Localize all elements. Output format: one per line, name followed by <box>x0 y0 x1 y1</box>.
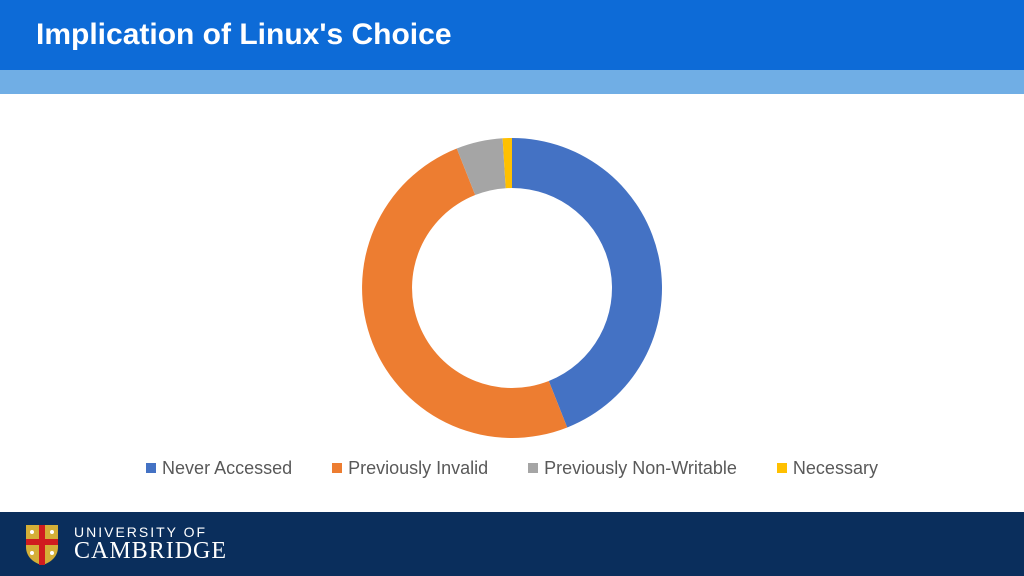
donut-slice <box>362 148 567 437</box>
university-crest-icon <box>24 523 60 565</box>
legend-swatch <box>528 463 538 473</box>
legend-item: Previously Invalid <box>332 458 488 479</box>
university-line1: UNIVERSITY OF <box>74 525 227 539</box>
university-line2: CAMBRIDGE <box>74 539 227 563</box>
chart-legend: Never Accessed Previously Invalid Previous… <box>146 458 878 479</box>
legend-item: Never Accessed <box>146 458 292 479</box>
donut-chart <box>362 138 662 438</box>
donut-slice <box>512 138 662 427</box>
accent-bar <box>0 70 1024 94</box>
footer: UNIVERSITY OF CAMBRIDGE <box>0 512 1024 576</box>
legend-label: Necessary <box>793 458 878 479</box>
legend-label: Never Accessed <box>162 458 292 479</box>
slide-title: Implication of Linux's Choice <box>36 18 988 52</box>
legend-swatch <box>777 463 787 473</box>
title-bar: Implication of Linux's Choice <box>0 0 1024 70</box>
legend-label: Previously Non-Writable <box>544 458 737 479</box>
legend-swatch <box>146 463 156 473</box>
slide: Implication of Linux's Choice Never Acce… <box>0 0 1024 576</box>
legend-item: Necessary <box>777 458 878 479</box>
legend-swatch <box>332 463 342 473</box>
content-area: Never Accessed Previously Invalid Previous… <box>0 94 1024 512</box>
university-name: UNIVERSITY OF CAMBRIDGE <box>74 525 227 563</box>
legend-item: Previously Non-Writable <box>528 458 737 479</box>
legend-label: Previously Invalid <box>348 458 488 479</box>
